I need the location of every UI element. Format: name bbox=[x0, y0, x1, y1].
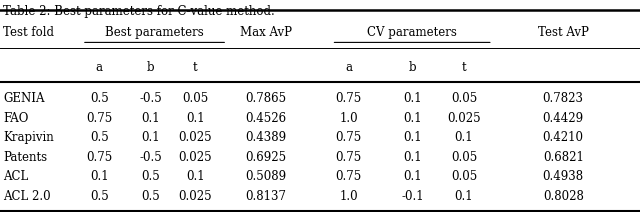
Text: 0.75: 0.75 bbox=[335, 131, 362, 144]
Text: GENIA: GENIA bbox=[3, 92, 45, 105]
Text: 0.7823: 0.7823 bbox=[543, 92, 584, 105]
Text: ACL 2.0: ACL 2.0 bbox=[3, 190, 51, 203]
Text: 0.1: 0.1 bbox=[403, 170, 422, 183]
Text: 0.5: 0.5 bbox=[90, 190, 109, 203]
Text: 0.1: 0.1 bbox=[403, 151, 422, 164]
Text: 0.75: 0.75 bbox=[335, 170, 362, 183]
Text: -0.1: -0.1 bbox=[401, 190, 424, 203]
Text: 0.1: 0.1 bbox=[403, 131, 422, 144]
Text: 0.025: 0.025 bbox=[179, 151, 212, 164]
Text: 0.5: 0.5 bbox=[90, 131, 109, 144]
Text: 0.1: 0.1 bbox=[141, 131, 160, 144]
Text: 0.75: 0.75 bbox=[335, 151, 362, 164]
Text: 0.1: 0.1 bbox=[141, 112, 160, 125]
Text: 0.75: 0.75 bbox=[86, 112, 113, 125]
Text: Max AvP: Max AvP bbox=[239, 26, 292, 39]
Text: Best parameters: Best parameters bbox=[105, 26, 204, 39]
Text: t: t bbox=[461, 61, 467, 74]
Text: 0.1: 0.1 bbox=[454, 131, 474, 144]
Text: 0.5089: 0.5089 bbox=[245, 170, 286, 183]
Text: Test AvP: Test AvP bbox=[538, 26, 589, 39]
Text: 0.8028: 0.8028 bbox=[543, 190, 584, 203]
Text: a: a bbox=[346, 61, 352, 74]
Text: ACL: ACL bbox=[3, 170, 28, 183]
Text: 0.1: 0.1 bbox=[403, 112, 422, 125]
Text: b: b bbox=[147, 61, 154, 74]
Text: 1.0: 1.0 bbox=[339, 112, 358, 125]
Text: 0.5: 0.5 bbox=[141, 170, 160, 183]
Text: Test fold: Test fold bbox=[3, 26, 54, 39]
Text: 0.5: 0.5 bbox=[141, 190, 160, 203]
Text: 0.4429: 0.4429 bbox=[543, 112, 584, 125]
Text: 0.025: 0.025 bbox=[447, 112, 481, 125]
Text: FAO: FAO bbox=[3, 112, 29, 125]
Text: CV parameters: CV parameters bbox=[367, 26, 457, 39]
Text: 0.025: 0.025 bbox=[179, 190, 212, 203]
Text: Krapivin: Krapivin bbox=[3, 131, 54, 144]
Text: 0.6925: 0.6925 bbox=[245, 151, 286, 164]
Text: 0.1: 0.1 bbox=[90, 170, 109, 183]
Text: 0.4389: 0.4389 bbox=[245, 131, 286, 144]
Text: 0.1: 0.1 bbox=[454, 190, 474, 203]
Text: -0.5: -0.5 bbox=[139, 151, 162, 164]
Text: -0.5: -0.5 bbox=[139, 92, 162, 105]
Text: Table 2: Best parameters for C-value method.: Table 2: Best parameters for C-value met… bbox=[3, 5, 275, 18]
Text: 0.1: 0.1 bbox=[186, 170, 205, 183]
Text: 0.5: 0.5 bbox=[90, 92, 109, 105]
Text: 0.025: 0.025 bbox=[179, 131, 212, 144]
Text: 0.75: 0.75 bbox=[86, 151, 113, 164]
Text: 0.05: 0.05 bbox=[451, 170, 477, 183]
Text: 0.1: 0.1 bbox=[186, 112, 205, 125]
Text: a: a bbox=[96, 61, 102, 74]
Text: 0.6821: 0.6821 bbox=[543, 151, 584, 164]
Text: 0.4210: 0.4210 bbox=[543, 131, 584, 144]
Text: 0.4526: 0.4526 bbox=[245, 112, 286, 125]
Text: 0.05: 0.05 bbox=[182, 92, 209, 105]
Text: 0.75: 0.75 bbox=[335, 92, 362, 105]
Text: 0.8137: 0.8137 bbox=[245, 190, 286, 203]
Text: b: b bbox=[409, 61, 417, 74]
Text: Patents: Patents bbox=[3, 151, 47, 164]
Text: 0.4938: 0.4938 bbox=[543, 170, 584, 183]
Text: 0.05: 0.05 bbox=[451, 92, 477, 105]
Text: t: t bbox=[193, 61, 198, 74]
Text: 0.05: 0.05 bbox=[451, 151, 477, 164]
Text: 0.1: 0.1 bbox=[403, 92, 422, 105]
Text: 1.0: 1.0 bbox=[339, 190, 358, 203]
Text: 0.7865: 0.7865 bbox=[245, 92, 286, 105]
